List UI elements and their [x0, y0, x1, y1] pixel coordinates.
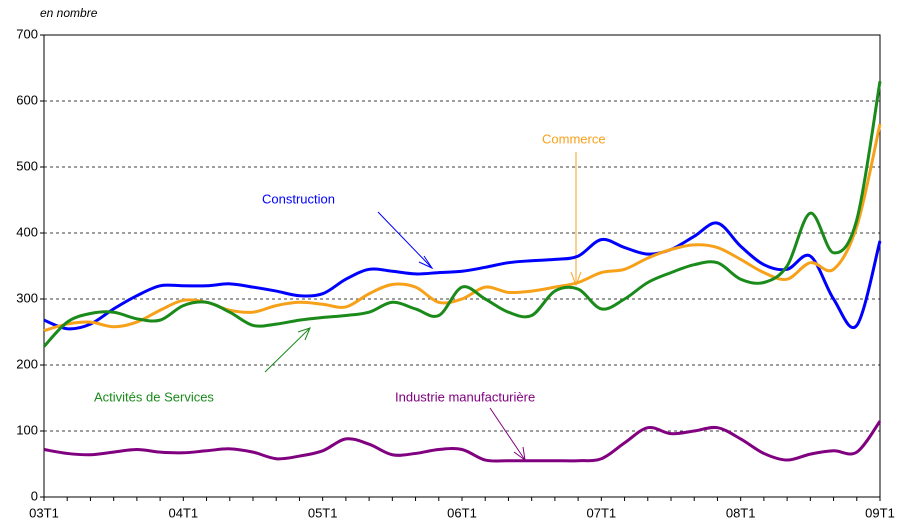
arrow-head: [418, 255, 434, 270]
series-label: Commerce: [542, 131, 606, 146]
y-tick-label: 700: [16, 26, 38, 41]
x-tick-label: 07T1: [587, 505, 617, 520]
annotation-arrows: [264, 152, 582, 462]
x-tick-label: 06T1: [447, 505, 477, 520]
y-tick-label: 500: [16, 158, 38, 173]
y-tick-label: 0: [31, 488, 38, 503]
series-line: [43, 123, 882, 333]
x-tick-label: 03T1: [29, 505, 59, 520]
arrow: [377, 211, 433, 269]
series-line: [43, 221, 882, 331]
y-tick-label: 600: [16, 92, 38, 107]
arrow-head: [570, 271, 582, 287]
arrow: [489, 407, 526, 461]
arrow: [264, 327, 311, 373]
series-label: Industrie manufacturière: [395, 389, 535, 404]
x-tick-label: 09T1: [865, 505, 895, 520]
y-tick-label: 400: [16, 224, 38, 239]
unit-label: en nombre: [40, 6, 98, 20]
x-tick-label: 04T1: [169, 505, 199, 520]
series-label: Construction: [262, 191, 335, 206]
y-tick-label: 100: [16, 422, 38, 437]
series-label: Activités de Services: [94, 389, 214, 404]
y-tick-label: 200: [16, 356, 38, 371]
arrow-head: [297, 327, 311, 341]
series-line: [43, 420, 882, 463]
y-tick-label: 300: [16, 290, 38, 305]
x-tick-label: 08T1: [726, 505, 756, 520]
x-tick-label: 05T1: [308, 505, 338, 520]
series-line: [42, 80, 882, 348]
